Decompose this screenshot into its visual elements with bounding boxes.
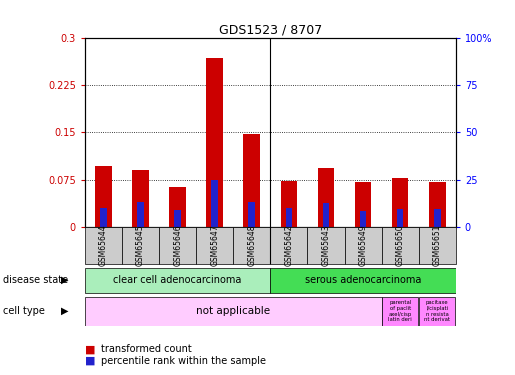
Text: disease state: disease state xyxy=(3,275,67,285)
Bar xyxy=(244,134,260,227)
Title: GDS1523 / 8707: GDS1523 / 8707 xyxy=(219,23,322,36)
Bar xyxy=(249,202,255,227)
Bar xyxy=(95,166,112,227)
Bar xyxy=(175,210,181,227)
FancyBboxPatch shape xyxy=(270,227,307,264)
FancyBboxPatch shape xyxy=(233,227,270,264)
Bar xyxy=(323,203,329,227)
FancyBboxPatch shape xyxy=(307,227,345,264)
Text: GSM65647: GSM65647 xyxy=(210,225,219,266)
Text: GSM65648: GSM65648 xyxy=(247,225,256,266)
Bar xyxy=(100,208,107,227)
FancyBboxPatch shape xyxy=(419,227,456,264)
FancyBboxPatch shape xyxy=(159,227,196,264)
FancyBboxPatch shape xyxy=(345,227,382,264)
Bar xyxy=(132,170,149,227)
FancyBboxPatch shape xyxy=(270,268,456,293)
Text: pacitaxe
l/cisplati
n resista
nt derivat: pacitaxe l/cisplati n resista nt derivat xyxy=(424,300,450,322)
FancyBboxPatch shape xyxy=(85,297,382,326)
Text: transformed count: transformed count xyxy=(101,345,192,354)
FancyBboxPatch shape xyxy=(196,227,233,264)
Text: parental
of paclit
axel/cisp
latin deri: parental of paclit axel/cisp latin deri xyxy=(388,300,412,322)
Text: percentile rank within the sample: percentile rank within the sample xyxy=(101,356,266,366)
Text: GSM65645: GSM65645 xyxy=(136,225,145,266)
Text: ▶: ▶ xyxy=(61,306,68,316)
Text: clear cell adenocarcinoma: clear cell adenocarcinoma xyxy=(113,275,242,285)
Text: ■: ■ xyxy=(85,345,95,354)
FancyBboxPatch shape xyxy=(85,268,270,293)
Text: GSM65649: GSM65649 xyxy=(358,225,368,266)
FancyBboxPatch shape xyxy=(419,297,455,326)
Text: GSM65644: GSM65644 xyxy=(99,225,108,266)
Bar xyxy=(286,208,292,227)
FancyBboxPatch shape xyxy=(85,227,122,264)
Text: ■: ■ xyxy=(85,356,95,366)
Bar xyxy=(434,209,440,227)
Bar xyxy=(360,211,366,227)
Bar xyxy=(281,181,297,227)
Text: cell type: cell type xyxy=(3,306,44,316)
Text: ▶: ▶ xyxy=(61,275,68,285)
Text: not applicable: not applicable xyxy=(196,306,270,316)
Text: GSM65646: GSM65646 xyxy=(173,225,182,266)
Text: GSM65651: GSM65651 xyxy=(433,225,442,266)
FancyBboxPatch shape xyxy=(122,227,159,264)
Text: GSM65642: GSM65642 xyxy=(284,225,294,266)
Bar xyxy=(169,187,186,227)
Bar xyxy=(138,202,144,227)
Bar xyxy=(355,182,371,227)
Text: serous adenocarcinoma: serous adenocarcinoma xyxy=(305,275,421,285)
Bar xyxy=(397,209,403,227)
FancyBboxPatch shape xyxy=(382,297,418,326)
Bar xyxy=(392,178,408,227)
FancyBboxPatch shape xyxy=(382,227,419,264)
Text: GSM65650: GSM65650 xyxy=(396,225,405,266)
Bar xyxy=(318,168,334,227)
Bar xyxy=(207,58,223,227)
Bar xyxy=(429,182,445,227)
Text: GSM65643: GSM65643 xyxy=(321,225,331,266)
Bar xyxy=(212,180,218,227)
